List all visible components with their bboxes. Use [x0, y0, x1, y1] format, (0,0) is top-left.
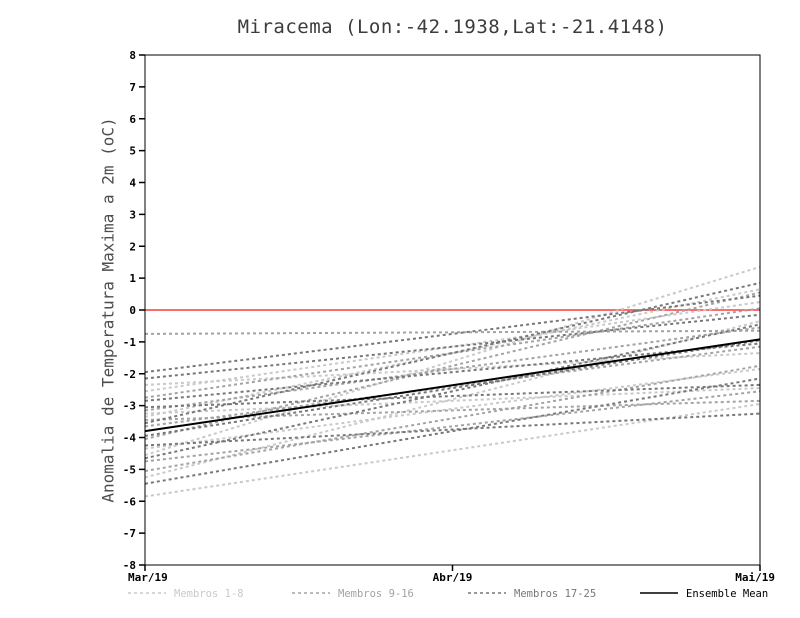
y-tick-label: -7 — [123, 527, 136, 540]
legend-item: Membros 1-8 — [128, 588, 244, 600]
member-line — [144, 390, 761, 463]
member-line — [144, 294, 761, 374]
legend-label: Ensemble Mean — [686, 588, 768, 600]
member-line — [144, 383, 761, 409]
x-tick-label: Abr/19 — [433, 571, 473, 584]
y-tick-label: 3 — [129, 208, 136, 221]
x-tick-label: Mar/19 — [128, 571, 168, 584]
x-tick-label: Mai/19 — [735, 571, 775, 584]
legend-item: Ensemble Mean — [640, 588, 768, 600]
member-line — [144, 326, 761, 412]
y-tick-label: 5 — [129, 145, 136, 158]
member-line — [144, 313, 761, 380]
y-tick-label: 0 — [129, 304, 136, 317]
legend-item: Membros 9-16 — [292, 588, 414, 600]
y-tick-label: -8 — [123, 559, 136, 572]
member-group-2 — [144, 291, 761, 472]
y-tick-label: 4 — [129, 177, 136, 190]
member-line — [144, 307, 761, 399]
y-tick-label: 2 — [129, 240, 136, 253]
member-line — [144, 288, 761, 418]
legend-label: Membros 17-25 — [514, 588, 596, 600]
member-line — [144, 367, 761, 450]
y-tick-label: -3 — [123, 400, 136, 413]
member-line — [144, 412, 761, 447]
member-line — [144, 364, 761, 472]
y-tick-label: -5 — [123, 463, 136, 476]
member-line — [144, 387, 761, 415]
y-axis: -8 -7 -6 -5 -4 -3 -2 -1 0 1 2 3 4 5 6 7 8 — [123, 49, 145, 572]
y-tick-label: 8 — [129, 49, 136, 62]
member-group-3 — [144, 281, 761, 485]
member-line — [144, 329, 761, 335]
chart-title: Miracema (Lon:-42.1938,Lat:-21.4148) — [237, 16, 668, 38]
y-tick-label: -4 — [123, 432, 137, 445]
member-line — [144, 403, 761, 498]
x-axis: Mar/19 Abr/19 Mai/19 — [128, 565, 775, 584]
legend-label: Membros 9-16 — [338, 588, 414, 600]
y-tick-label: -2 — [123, 368, 136, 381]
member-line — [144, 352, 761, 386]
ensemble-mean-line — [144, 338, 761, 433]
member-line — [144, 301, 761, 393]
y-tick-label: 1 — [129, 272, 136, 285]
member-line — [144, 266, 761, 456]
y-tick-label: 6 — [129, 113, 136, 126]
member-line — [144, 339, 761, 437]
member-line — [144, 377, 761, 485]
member-line — [144, 345, 761, 428]
y-tick-label: -6 — [123, 495, 137, 508]
legend-label: Membros 1-8 — [174, 588, 244, 600]
legend: Membros 1-8 Membros 9-16 Membros 17-25 Ense… — [128, 588, 768, 600]
member-line — [144, 342, 761, 402]
y-tick-label: -1 — [123, 336, 137, 349]
member-line — [144, 323, 761, 460]
legend-item: Membros 17-25 — [468, 588, 596, 600]
y-tick-label: 7 — [129, 81, 136, 94]
